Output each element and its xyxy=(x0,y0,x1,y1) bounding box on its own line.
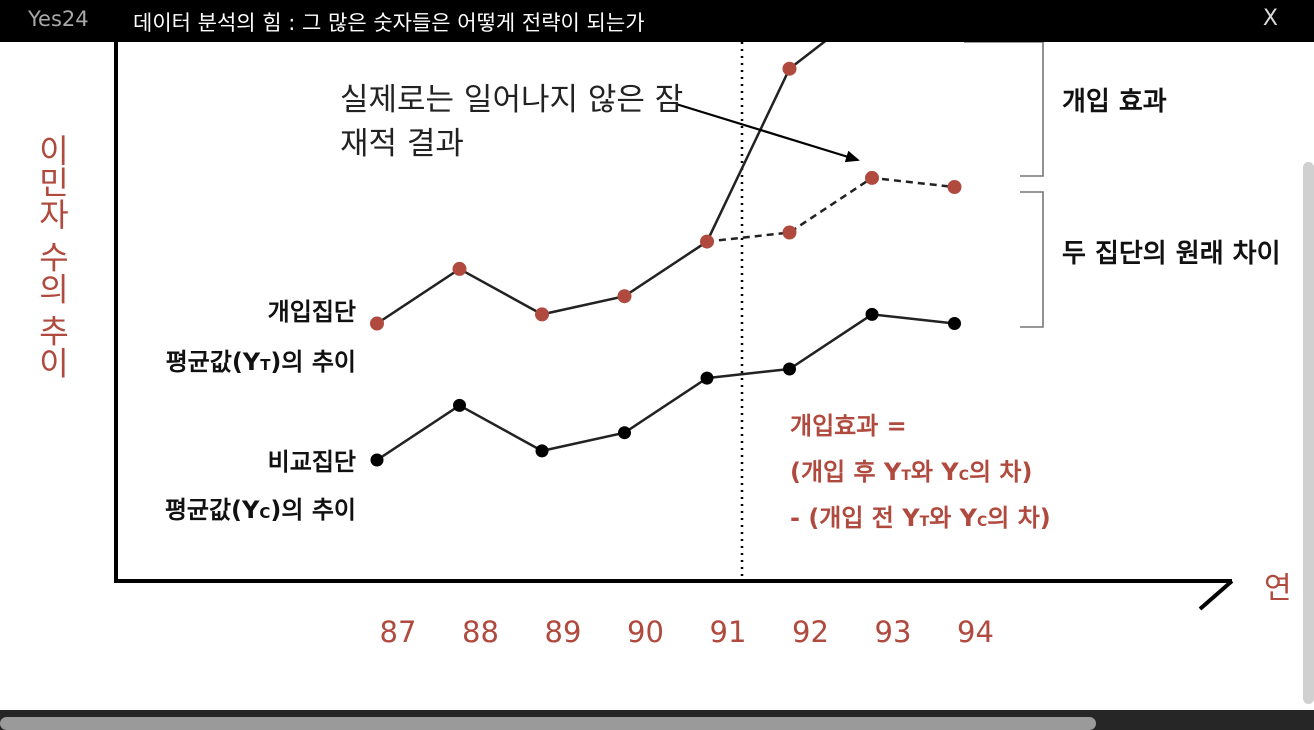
x-tick-label: 92 xyxy=(792,615,829,649)
comparison-point xyxy=(700,371,714,385)
comparison-point xyxy=(618,426,631,440)
treatment-label-line1: 개입집단 xyxy=(268,298,356,326)
counterfactual-annotation-line1: 실제로는 일어나지 않은 잠 xyxy=(340,82,683,118)
treatment-point xyxy=(782,61,797,76)
comparison-point xyxy=(453,398,466,412)
effect-bracket-label: 개입 효과 xyxy=(1062,87,1167,117)
data-points xyxy=(370,61,962,467)
counterfactual-arrow xyxy=(675,102,860,163)
baseline-bracket-label: 두 집단의 원래 차이 xyxy=(1062,239,1281,269)
series-line-comparison xyxy=(376,313,955,462)
x-tick-label: 93 xyxy=(875,615,912,649)
counterfactual-point xyxy=(947,180,962,194)
x-tick-label: 90 xyxy=(627,615,664,649)
treatment-label-line2: 평균값(YT)의 추이 xyxy=(166,348,356,376)
counterfactual-point xyxy=(782,225,797,240)
formula-line3: - (개입 전 YT와 YC의 차) xyxy=(790,504,1051,532)
title-bar: Yes24 데이터 분석의 힘 : 그 많은 숫자들은 어떻게 전략이 되는가 … xyxy=(0,0,1314,42)
formula-line1: 개입효과 = xyxy=(790,412,907,440)
comparison-point xyxy=(370,453,384,467)
x-tick-label: 87 xyxy=(380,615,417,649)
x-tick-label: 94 xyxy=(957,615,994,649)
x-axis-label: 연 xyxy=(1264,571,1292,606)
baseline-bracket xyxy=(1020,191,1044,328)
book-title: 데이터 분석의 힘 : 그 많은 숫자들은 어떻게 전략이 되는가 xyxy=(133,11,645,35)
effect-bracket xyxy=(964,42,1044,177)
formula-line2: (개입 후 YT와 YC의 차) xyxy=(790,458,1032,486)
comparison-point xyxy=(535,444,549,458)
treatment-point xyxy=(370,316,384,331)
series-line-counterfactual xyxy=(706,176,955,243)
comparison-label-line2: 평균값(YC)의 추이 xyxy=(165,496,356,524)
x-tick-labels: 87 88 89 90 91 92 93 94 xyxy=(380,615,994,649)
counterfactual-annotation-line2: 재적 결과 xyxy=(340,126,464,162)
x-axis-arrow-tip xyxy=(1198,579,1234,611)
treatment-point xyxy=(535,307,549,322)
close-button[interactable]: X xyxy=(1262,6,1278,31)
comparison-label-line1: 비교집단 xyxy=(268,448,356,476)
counterfactual-point xyxy=(865,170,879,185)
comparison-point xyxy=(948,317,961,330)
vertical-scrollbar-thumb[interactable] xyxy=(1303,162,1314,704)
comparison-point xyxy=(865,307,879,321)
horizontal-scrollbar-thumb[interactable] xyxy=(0,717,1096,730)
comparison-point xyxy=(783,362,796,376)
x-tick-label: 91 xyxy=(710,615,747,649)
reader-content: 87 88 89 90 91 92 93 94 연 이민자 수의 추이 개입집단… xyxy=(0,42,1314,710)
x-tick-label: 89 xyxy=(545,615,582,649)
y-axis-label: 이민자 수의 추이 xyxy=(33,134,71,379)
treatment-point xyxy=(452,261,467,276)
treatment-point xyxy=(617,289,632,304)
chart: 87 88 89 90 91 92 93 94 연 이민자 수의 추이 개입집단… xyxy=(33,42,1292,649)
x-tick-label: 88 xyxy=(462,615,499,649)
treatment-point xyxy=(700,234,714,249)
app-name: Yes24 xyxy=(28,7,89,31)
